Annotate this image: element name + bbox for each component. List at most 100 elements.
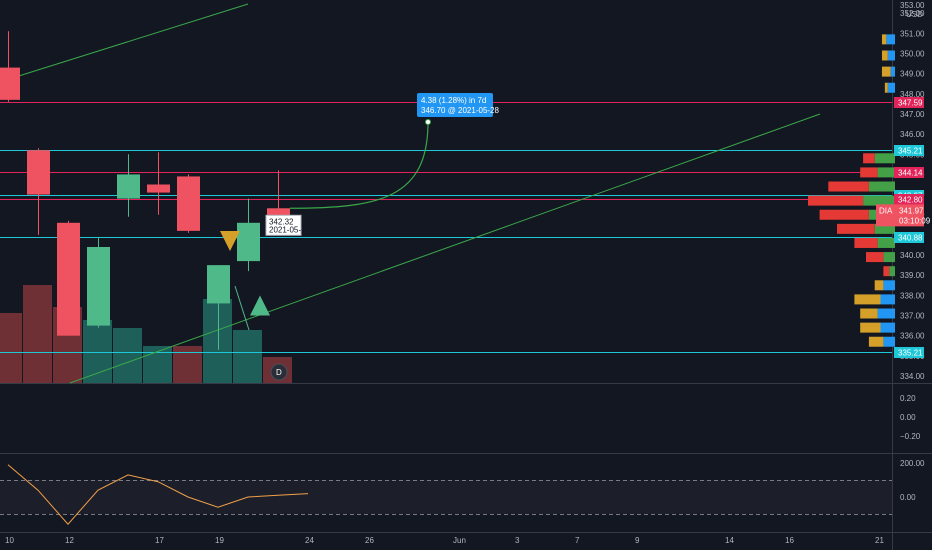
cci-pane[interactable]: 200.00 0.00	[0, 459, 925, 525]
price-level-tag-label: 342.80	[898, 196, 923, 205]
sell-signal-marker	[220, 230, 240, 251]
price-tick-label: 337.00	[900, 312, 925, 321]
volume-profile-bar	[860, 308, 878, 319]
volume-profile-bar	[866, 252, 884, 263]
price-level-tag-label: 335.21	[898, 349, 923, 358]
time-tick-label: 26	[365, 536, 374, 545]
time-axis[interactable]: 10 12 17 19 24 26 Jun 3 7 9 14 16 21	[5, 536, 884, 545]
symbol-countdown: 03:10:09	[899, 216, 931, 225]
price-level-tag	[894, 194, 924, 205]
candle-body	[87, 246, 110, 326]
price-tick-label: 336.00	[900, 332, 925, 341]
projection-change-label: 4.38 (1.28%) in 7d	[421, 96, 486, 105]
projection-label-box	[417, 92, 493, 117]
volume-profile-bar	[881, 50, 888, 61]
horizontal-levels[interactable]	[0, 102, 892, 353]
price-level-tag	[894, 347, 924, 358]
volume-bar	[23, 285, 52, 383]
volume-profile-bar	[808, 195, 864, 206]
projection-curve[interactable]	[289, 121, 429, 209]
oscillator-tick-label: −0.20	[900, 432, 921, 441]
volume-profile-bar	[880, 322, 895, 333]
projection-target-dot	[425, 118, 431, 125]
interval-badge-label: D	[276, 368, 282, 377]
volume-bar	[203, 299, 232, 383]
volume-bar	[233, 330, 262, 383]
volume-profile-bar	[877, 167, 895, 178]
candle[interactable]	[267, 170, 290, 217]
price-tick-label: 339.00	[900, 271, 925, 280]
projection-start-box	[265, 214, 302, 236]
candle-body	[57, 222, 80, 336]
volume-bar	[173, 346, 202, 383]
volume-profile-bar	[868, 181, 895, 192]
cci-tick-label: 200.00	[900, 459, 925, 468]
symbol-ticker: DIA	[879, 206, 893, 215]
candle[interactable]	[237, 198, 260, 272]
time-tick-label: 14	[725, 536, 734, 545]
volume-profile-bar	[886, 34, 895, 45]
candle[interactable]	[147, 152, 170, 215]
interval-badge-circle[interactable]	[270, 363, 288, 381]
candle[interactable]	[117, 154, 140, 217]
lower-trend-line[interactable]	[69, 113, 821, 384]
time-tick-label: 24	[305, 536, 314, 545]
candle[interactable]	[27, 148, 50, 235]
cci-band-background	[0, 480, 892, 514]
price-tick-label: 350.00	[900, 49, 925, 58]
buy-signal-marker	[250, 295, 270, 316]
volume-profile-bar	[854, 237, 878, 248]
time-tick-label: 19	[215, 536, 224, 545]
currency-label: USD	[906, 10, 923, 19]
volume-profile-bar	[883, 266, 890, 277]
candle-body	[27, 150, 50, 195]
cci-tick-label: 0.00	[900, 493, 916, 502]
volume-profile-bar	[863, 153, 875, 164]
volume-profile-bar	[860, 322, 881, 333]
oscillator-tick-label: 0.00	[900, 413, 916, 422]
volume-profile-bar	[874, 153, 895, 164]
volume-profile-bar	[887, 82, 895, 93]
volume-profile-bar	[828, 181, 869, 192]
volume-profile-bar	[883, 336, 895, 347]
price-level-tag-label: 345.21	[898, 147, 923, 156]
signal-markers	[220, 230, 270, 331]
volume-profile-bar	[883, 280, 895, 291]
time-tick-label: Jun	[453, 536, 466, 545]
candle[interactable]	[177, 174, 200, 233]
signal-connector-line	[234, 285, 250, 331]
price-tick-label: 340.00	[900, 251, 925, 260]
candle[interactable]	[207, 265, 230, 350]
time-tick-label: 12	[65, 536, 74, 545]
volume-profile-bar	[868, 336, 884, 347]
trend-lines[interactable]	[5, 3, 821, 384]
volume-profile-bar	[881, 66, 891, 77]
volume-profile-bar	[863, 195, 895, 206]
candle-body	[147, 184, 170, 193]
price-level-tag	[894, 97, 924, 108]
price-level-tag-label: 344.14	[898, 169, 923, 178]
volume-profile-bar	[860, 167, 878, 178]
candle[interactable]	[0, 31, 20, 102]
candlesticks[interactable]	[0, 31, 290, 350]
time-tick-label: 7	[575, 536, 580, 545]
upper-trend-line[interactable]	[5, 3, 249, 81]
candle-body	[117, 174, 140, 199]
candle[interactable]	[87, 236, 110, 328]
interval-badge[interactable]: D	[270, 363, 288, 381]
volume-profile-bar	[889, 266, 895, 277]
oscillator-pane[interactable]: 0.20 0.00 −0.20	[900, 394, 921, 441]
volume-profile-bar	[883, 252, 895, 263]
candle-body	[237, 222, 260, 262]
projection-target-label: 346.70 @ 2021-05-28	[421, 106, 500, 115]
price-tick-label: 351.00	[900, 29, 925, 38]
candle-body	[0, 67, 20, 100]
volume-profile-bar	[874, 280, 884, 291]
volume-profile-bar	[880, 294, 895, 305]
candle[interactable]	[57, 220, 80, 336]
volume-profile-bar	[854, 294, 881, 305]
price-tick-label: 347.00	[900, 110, 925, 119]
price-tick-label: 352.00	[900, 9, 925, 18]
